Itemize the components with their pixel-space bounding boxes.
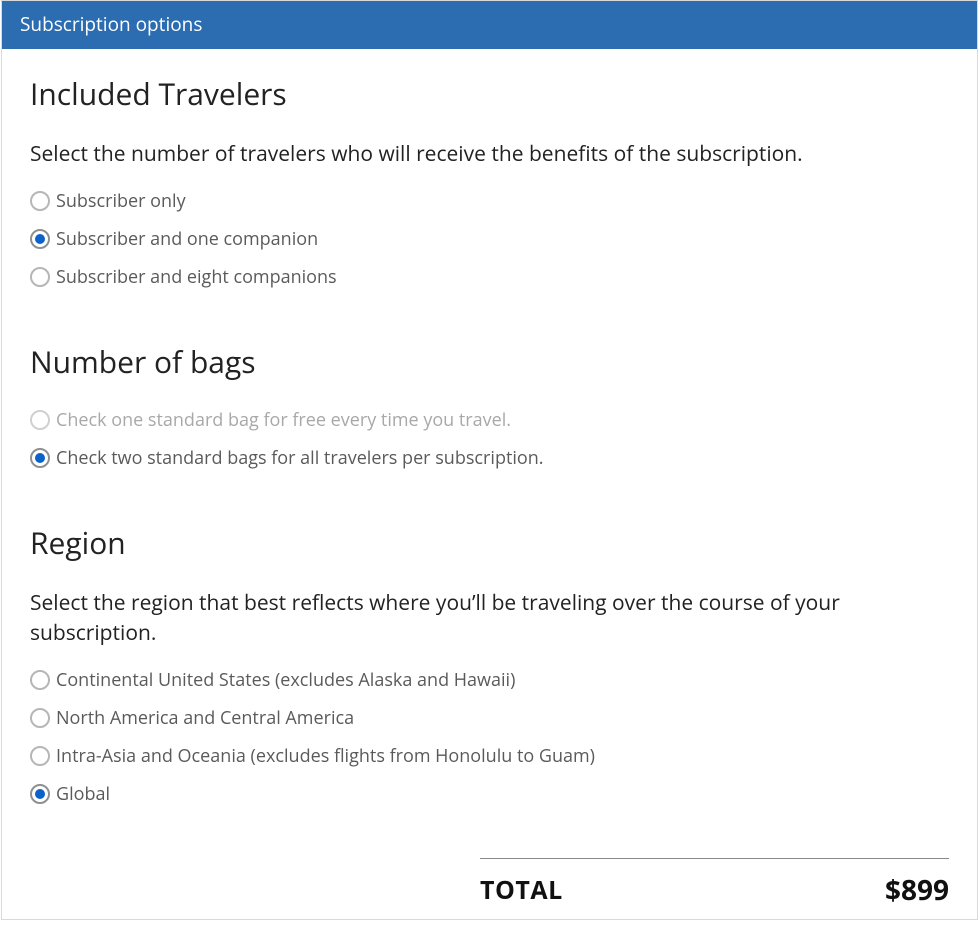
radio-icon — [30, 229, 50, 249]
sections-bags-options-option-1[interactable]: Check two standard bags for all traveler… — [30, 446, 949, 470]
sections-bags-options-option-0: Check one standard bag for free every ti… — [30, 408, 949, 432]
sections-region-options-option-0[interactable]: Continental United States (excludes Alas… — [30, 668, 949, 692]
subscription-options-panel: Subscription options Included Travelers … — [1, 0, 978, 920]
radio-icon — [30, 746, 50, 766]
total-value: $899 — [885, 871, 949, 909]
radio-icon — [30, 267, 50, 287]
section-travelers: Included Travelers Select the number of … — [30, 73, 949, 289]
sections-region-options-option-1[interactable]: North America and Central America — [30, 706, 949, 730]
radio-label: Continental United States (excludes Alas… — [56, 668, 515, 692]
radio-icon — [30, 191, 50, 211]
panel-body: Included Travelers Select the number of … — [2, 49, 977, 919]
section-region: Region Select the region that best refle… — [30, 522, 949, 806]
radio-icon — [30, 670, 50, 690]
radio-label: Subscriber only — [56, 189, 186, 213]
panel-header: Subscription options — [2, 1, 977, 49]
section-travelers-desc: Select the number of travelers who will … — [30, 140, 949, 169]
section-travelers-title: Included Travelers — [30, 73, 949, 114]
sections-region-options-option-3[interactable]: Global — [30, 782, 949, 806]
radio-label: Check one standard bag for free every ti… — [56, 408, 511, 432]
section-bags-title: Number of bags — [30, 341, 949, 382]
sections-travelers-options-option-2[interactable]: Subscriber and eight companions — [30, 265, 949, 289]
section-region-desc: Select the region that best reflects whe… — [30, 589, 949, 648]
section-region-title: Region — [30, 522, 949, 563]
bags-radio-group: Check one standard bag for free every ti… — [30, 408, 949, 470]
total-label: TOTAL — [480, 873, 563, 907]
section-bags: Number of bags Check one standard bag fo… — [30, 341, 949, 470]
travelers-radio-group: Subscriber only Subscriber and one compan… — [30, 189, 949, 289]
radio-label: Subscriber and one companion — [56, 227, 318, 251]
radio-label: Subscriber and eight companions — [56, 265, 337, 289]
radio-label: Check two standard bags for all traveler… — [56, 446, 544, 470]
radio-icon — [30, 708, 50, 728]
sections-travelers-options-option-1[interactable]: Subscriber and one companion — [30, 227, 949, 251]
radio-dot-icon — [35, 453, 45, 463]
sections-region-options-option-2[interactable]: Intra-Asia and Oceania (excludes flights… — [30, 744, 949, 768]
total-row: TOTAL $899 — [480, 858, 949, 909]
radio-icon — [30, 784, 50, 804]
panel-title: Subscription options — [20, 11, 202, 37]
region-radio-group: Continental United States (excludes Alas… — [30, 668, 949, 806]
radio-label: North America and Central America — [56, 706, 354, 730]
radio-dot-icon — [35, 789, 45, 799]
sections-travelers-options-option-0[interactable]: Subscriber only — [30, 189, 949, 213]
radio-label: Intra-Asia and Oceania (excludes flights… — [56, 744, 595, 768]
radio-dot-icon — [35, 234, 45, 244]
radio-icon — [30, 448, 50, 468]
radio-icon — [30, 410, 50, 430]
radio-label: Global — [56, 782, 110, 806]
